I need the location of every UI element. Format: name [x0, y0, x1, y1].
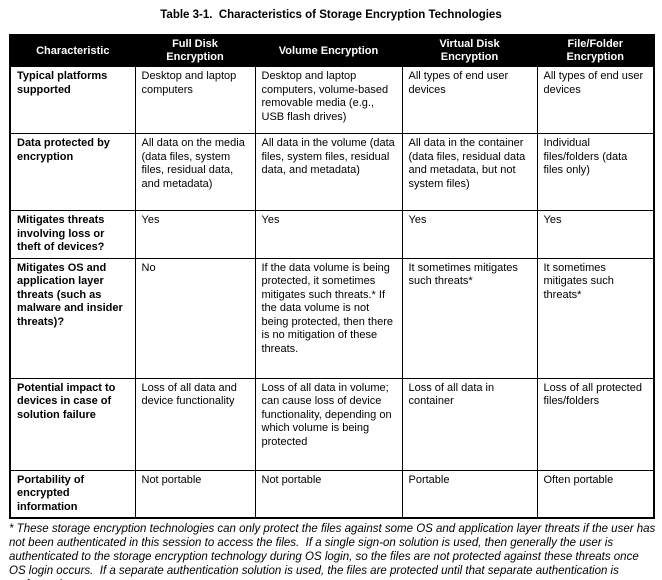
- table-cell: Yes: [254, 210, 403, 259]
- table-row: Portability of encrypted information Not…: [9, 469, 655, 519]
- column-header-virtual-disk-encryption: Virtual Disk Encryption: [401, 34, 538, 67]
- table-cell: Yes: [536, 210, 655, 259]
- storage-encryption-table: Characteristic Full Disk Encryption Volu…: [9, 34, 655, 519]
- table-cell: Individual files/folders (data files onl…: [536, 133, 655, 211]
- row-header-potential-impact: Potential impact to devices in case of s…: [9, 377, 136, 471]
- table-cell: Often portable: [536, 469, 655, 519]
- column-header-characteristic: Characteristic: [9, 34, 136, 67]
- table-cell: Desktop and laptop computers: [134, 66, 256, 134]
- row-header-mitigates-loss-theft: Mitigates threats involving loss or thef…: [9, 210, 136, 259]
- table-row: Potential impact to devices in case of s…: [9, 377, 655, 471]
- table-cell: All data in the container (data files, r…: [401, 133, 538, 211]
- table-cell: Loss of all data in container: [401, 377, 538, 471]
- row-header-typical-platforms: Typical platforms supported: [9, 66, 136, 134]
- table-cell: If the data volume is being protected, i…: [254, 257, 403, 379]
- table-row: Mitigates threats involving loss or thef…: [9, 210, 655, 259]
- table-cell: Loss of all data in volume; can cause lo…: [254, 377, 403, 471]
- table-cell: No: [134, 257, 256, 379]
- table-cell: Desktop and laptop computers, volume-bas…: [254, 66, 403, 134]
- table-cell: All types of end user devices: [536, 66, 655, 134]
- table-cell: Yes: [134, 210, 256, 259]
- table-cell: All data in the volume (data files, syst…: [254, 133, 403, 211]
- table-cell: It sometimes mitigates such threats*: [536, 257, 655, 379]
- table-row: Mitigates OS and application layer threa…: [9, 257, 655, 379]
- table-cell: Yes: [401, 210, 538, 259]
- table-row: Typical platforms supported Desktop and …: [9, 66, 655, 134]
- column-header-file-folder-encryption: File/Folder Encryption: [536, 34, 655, 67]
- table-cell: Not portable: [254, 469, 403, 519]
- table-cell: Not portable: [134, 469, 256, 519]
- table-row: Data protected by encryption All data on…: [9, 133, 655, 211]
- row-header-mitigates-os-threats: Mitigates OS and application layer threa…: [9, 257, 136, 379]
- table-cell: All data on the media (data files, syste…: [134, 133, 256, 211]
- row-header-portability: Portability of encrypted information: [9, 469, 136, 519]
- table-cell: Portable: [401, 469, 538, 519]
- table-cell: Loss of all data and device functionalit…: [134, 377, 256, 471]
- header-row: Characteristic Full Disk Encryption Volu…: [9, 34, 655, 67]
- table-cell: All types of end user devices: [401, 66, 538, 134]
- table-footnote: * These storage encryption technologies …: [9, 523, 656, 580]
- table-cell: Loss of all protected files/folders: [536, 377, 655, 471]
- table-cell: It sometimes mitigates such threats*: [401, 257, 538, 379]
- column-header-volume-encryption: Volume Encryption: [254, 34, 403, 67]
- column-header-full-disk-encryption: Full Disk Encryption: [134, 34, 256, 67]
- row-header-data-protected: Data protected by encryption: [9, 133, 136, 211]
- table-title: Table 3-1. Characteristics of Storage En…: [160, 9, 502, 21]
